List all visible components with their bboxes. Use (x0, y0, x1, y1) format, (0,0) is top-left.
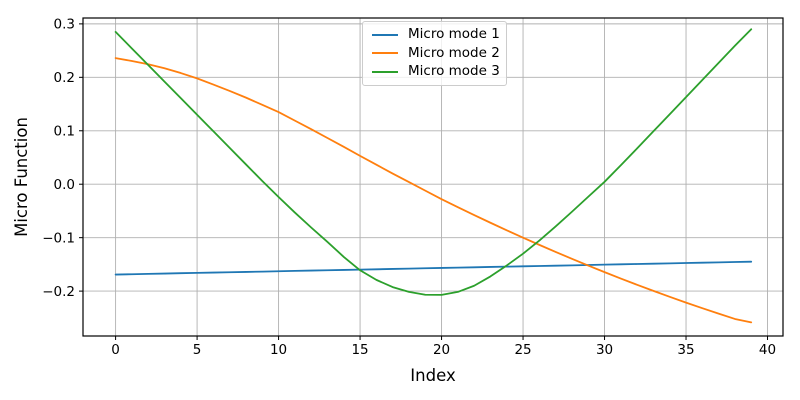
series-layer (114, 28, 753, 324)
plot-spines (82, 17, 784, 337)
series-line-3 (114, 28, 753, 296)
grid-layer (83, 18, 783, 336)
y-tick-label: 0.2 (54, 70, 75, 86)
x-tick-label: 20 (433, 342, 450, 358)
x-axis-label: Index (410, 366, 456, 385)
x-tick-label: 15 (351, 342, 368, 358)
legend: Micro mode 1 Micro mode 2 Micro mode 3 (362, 21, 507, 86)
y-tick-label: 0.0 (54, 177, 75, 193)
x-tick-label: 5 (193, 342, 202, 358)
legend-label: Micro mode 3 (408, 63, 500, 80)
legend-swatch-line (372, 70, 398, 73)
legend-swatch-line (372, 52, 398, 55)
legend-item: Micro mode 3 (372, 63, 500, 81)
legend-item: Micro mode 1 (372, 26, 500, 44)
legend-swatch-line (372, 34, 398, 37)
x-tick-label: 0 (111, 342, 120, 358)
y-tick-label: 0.1 (54, 123, 75, 139)
x-tick-label: 35 (677, 342, 694, 358)
y-tick-label: 0.3 (54, 17, 75, 33)
x-tick-label: 30 (596, 342, 613, 358)
series-line-2 (114, 57, 753, 324)
x-tick-label: 10 (270, 342, 287, 358)
y-tick-label: −0.2 (42, 284, 75, 300)
legend-label: Micro mode 2 (408, 44, 500, 61)
y-tick-label: −0.1 (42, 230, 75, 246)
legend-label: Micro mode 1 (408, 26, 500, 43)
legend-item: Micro mode 2 (372, 44, 500, 62)
x-tick-label: 40 (759, 342, 776, 358)
series-line-1 (114, 260, 753, 276)
x-tick-label: 25 (514, 342, 531, 358)
y-axis-label: Micro Function (12, 117, 31, 237)
axes-layer: 0 5 10 15 20 25 30 35 40 0.3 0.2 0.1 0.0 −0.1 −0.2 (42, 17, 784, 358)
